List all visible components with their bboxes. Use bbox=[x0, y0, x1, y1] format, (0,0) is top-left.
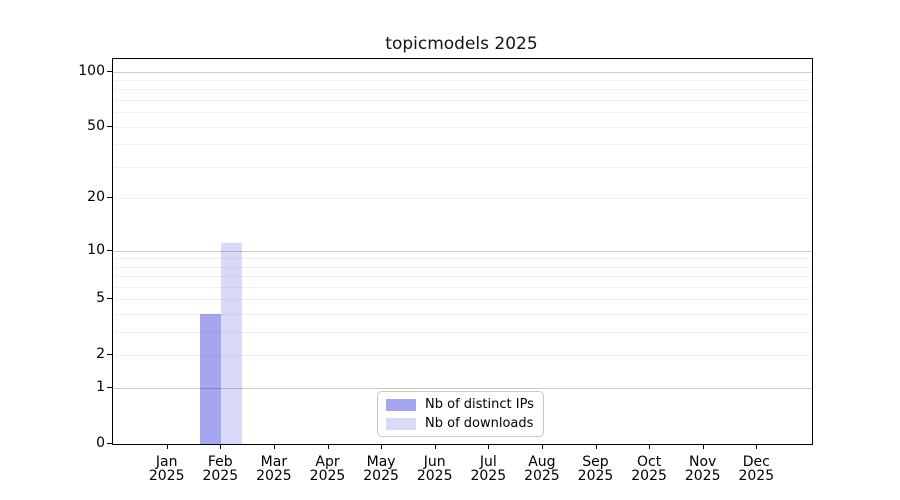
y-tick-label-2: 2 bbox=[96, 346, 105, 363]
x-tick-month: Feb bbox=[207, 454, 233, 470]
bar-distinct-ips-feb-2025 bbox=[200, 314, 222, 444]
x-tick-month: Jul bbox=[479, 454, 497, 470]
y-tick-10 bbox=[107, 249, 112, 251]
y-tick-label-50: 50 bbox=[87, 117, 105, 134]
x-tick-label-aug-2025: Aug 2025 bbox=[510, 455, 574, 483]
x-tick-month: Oct bbox=[636, 454, 662, 470]
y-tick-5 bbox=[107, 298, 112, 300]
y-tick-0 bbox=[107, 443, 112, 444]
y-tick-label-1: 1 bbox=[96, 379, 105, 396]
x-tick-mar-2025 bbox=[273, 444, 275, 449]
x-tick-feb-2025 bbox=[220, 444, 222, 449]
y-tick-2 bbox=[107, 354, 112, 356]
x-tick-year: 2025 bbox=[363, 468, 399, 484]
x-tick-month: Jan bbox=[155, 454, 178, 470]
x-tick-year: 2025 bbox=[738, 468, 775, 484]
y-tick-label-10: 10 bbox=[87, 241, 105, 258]
x-tick-jun-2025 bbox=[434, 444, 436, 449]
x-tick-label-sep-2025: Sep 2025 bbox=[564, 455, 628, 483]
chart-title: topicmodels 2025 bbox=[385, 34, 538, 54]
x-tick-label-dec-2025: Dec 2025 bbox=[724, 455, 788, 483]
x-tick-sep-2025 bbox=[595, 444, 597, 449]
x-tick-apr-2025 bbox=[327, 444, 329, 449]
x-tick-dec-2025 bbox=[756, 444, 758, 449]
x-tick-month: Jun bbox=[423, 454, 446, 470]
legend-label-downloads: Nb of downloads bbox=[425, 415, 534, 431]
y-tick-label-5: 5 bbox=[96, 290, 105, 307]
x-tick-jul-2025 bbox=[488, 444, 490, 449]
x-tick-year: 2025 bbox=[309, 468, 346, 484]
x-tick-label-oct-2025: Oct 2025 bbox=[617, 455, 681, 483]
x-tick-year: 2025 bbox=[577, 468, 614, 484]
bar-downloads-feb-2025 bbox=[221, 243, 243, 444]
x-tick-label-may-2025: May 2025 bbox=[349, 455, 413, 483]
x-tick-label-feb-2025: Feb 2025 bbox=[188, 455, 252, 483]
x-tick-year: 2025 bbox=[256, 468, 292, 484]
x-tick-aug-2025 bbox=[541, 444, 543, 449]
x-tick-month: Apr bbox=[315, 454, 340, 470]
legend-swatch-distinct-ips bbox=[386, 398, 416, 411]
x-tick-year: 2025 bbox=[470, 468, 507, 484]
x-tick-month: Sep bbox=[582, 454, 609, 470]
x-tick-may-2025 bbox=[381, 444, 383, 449]
x-tick-month: Mar bbox=[260, 454, 288, 470]
x-tick-label-jun-2025: Jun 2025 bbox=[403, 455, 467, 483]
legend-label-distinct-ips: Nb of distinct IPs bbox=[425, 396, 534, 412]
y-tick-50 bbox=[107, 125, 112, 127]
legend-swatch-downloads bbox=[386, 417, 416, 430]
x-tick-year: 2025 bbox=[684, 468, 721, 484]
y-tick-label-20: 20 bbox=[87, 189, 105, 206]
x-tick-month: Nov bbox=[689, 454, 717, 470]
legend: Nb of distinct IPs Nb of downloads bbox=[377, 391, 544, 437]
x-tick-month: Dec bbox=[742, 454, 770, 470]
x-tick-month: May bbox=[366, 454, 396, 470]
y-tick-label-100: 100 bbox=[78, 62, 105, 79]
x-tick-label-mar-2025: Mar 2025 bbox=[242, 455, 306, 483]
x-tick-year: 2025 bbox=[202, 468, 239, 484]
x-tick-label-jul-2025: Jul 2025 bbox=[456, 455, 520, 483]
legend-item-distinct-ips: Nb of distinct IPs bbox=[386, 396, 535, 412]
legend-item-downloads: Nb of downloads bbox=[386, 415, 535, 431]
bars-layer bbox=[113, 59, 812, 444]
x-tick-year: 2025 bbox=[631, 468, 667, 484]
y-tick-20 bbox=[107, 197, 112, 199]
x-tick-label-apr-2025: Apr 2025 bbox=[296, 455, 360, 483]
x-tick-year: 2025 bbox=[524, 468, 560, 484]
x-tick-jan-2025 bbox=[166, 444, 168, 449]
x-tick-year: 2025 bbox=[416, 468, 453, 484]
x-tick-nov-2025 bbox=[702, 444, 704, 449]
x-tick-month: Aug bbox=[528, 454, 556, 470]
plot-area bbox=[112, 58, 813, 445]
x-tick-label-jan-2025: Jan 2025 bbox=[135, 455, 199, 483]
y-tick-1 bbox=[107, 387, 112, 389]
y-tick-100 bbox=[107, 70, 112, 72]
x-tick-label-nov-2025: Nov 2025 bbox=[671, 455, 735, 483]
y-tick-label-0: 0 bbox=[96, 435, 105, 451]
x-tick-oct-2025 bbox=[649, 444, 651, 449]
x-tick-year: 2025 bbox=[148, 468, 185, 484]
